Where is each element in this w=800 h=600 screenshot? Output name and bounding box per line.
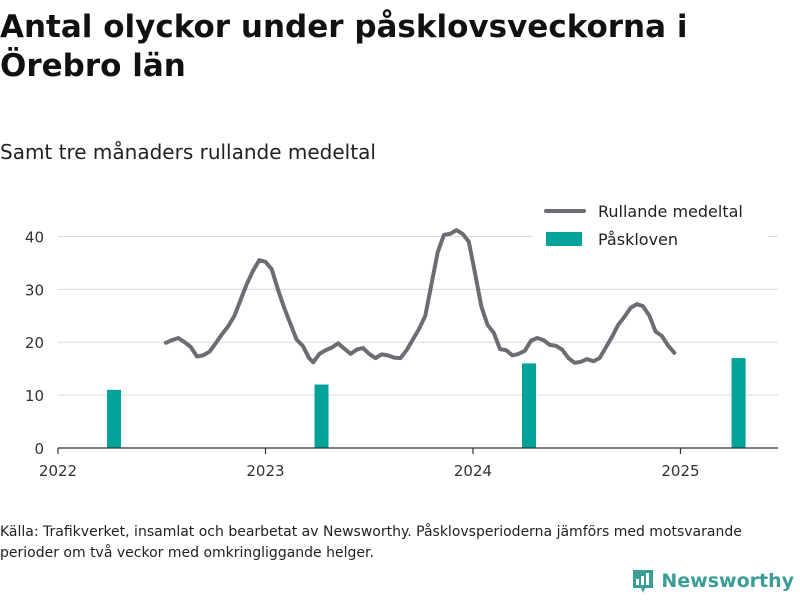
bar-paskloven	[731, 358, 746, 448]
newsworthy-logo-icon	[633, 570, 654, 593]
chart-area: 0 10 20 30 40 2022 2023 2024 2025 Rullande mede…	[25, 202, 778, 480]
y-tick-label: 40	[25, 228, 44, 246]
legend: Rullande medeltal Påskloven	[532, 202, 768, 260]
brand-name: Newsworthy	[661, 570, 794, 592]
gridlines	[58, 235, 778, 396]
source-note: Källa: Trafikverket, insamlat och bearbe…	[0, 524, 742, 561]
x-tick-label: 2022	[39, 462, 77, 480]
y-tick-label: 0	[34, 440, 44, 458]
bar-paskloven	[314, 384, 329, 448]
y-tick-label: 10	[25, 387, 44, 405]
legend-bar-swatch	[546, 232, 582, 246]
y-tick-label: 20	[25, 334, 44, 352]
legend-label-bar: Påskloven	[598, 230, 678, 249]
chart-title: Antal olyckor under påsklovsveckorna i Ö…	[0, 9, 688, 84]
bar-paskloven	[107, 389, 122, 448]
x-tick-label: 2025	[661, 462, 699, 480]
bar-paskloven	[522, 363, 537, 448]
legend-label-line: Rullande medeltal	[598, 202, 743, 221]
y-tick-label: 30	[25, 281, 44, 299]
x-axis: 2022 2023 2024 2025	[39, 448, 700, 480]
chart-subtitle: Samt tre månaders rullande medeltal	[0, 140, 376, 164]
x-tick-label: 2024	[454, 462, 492, 480]
y-axis: 0 10 20 30 40	[25, 228, 44, 458]
x-tick-label: 2023	[246, 462, 284, 480]
bar-series-paskloven	[107, 358, 746, 448]
line-series-rullande-medeltal	[163, 228, 677, 365]
brand-logo: Newsworthy	[631, 568, 794, 594]
